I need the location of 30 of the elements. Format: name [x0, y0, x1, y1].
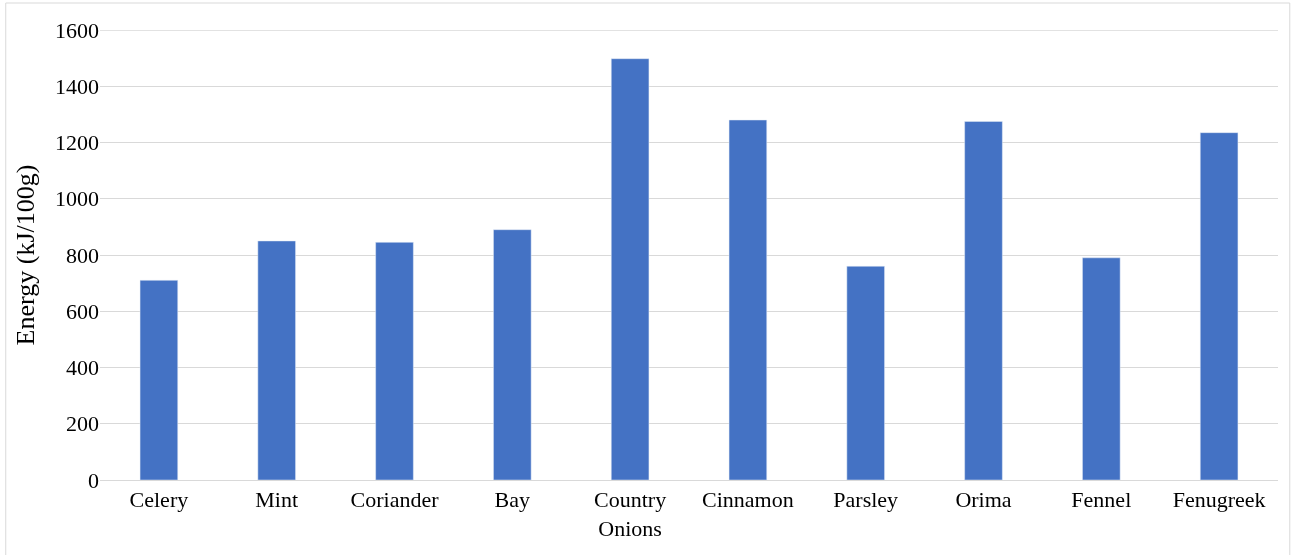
x-tick-label: Fenugreek	[1172, 487, 1266, 513]
x-tick-label: Cinnamon	[702, 487, 794, 513]
x-tick-label: Parsley	[833, 487, 899, 513]
x-tick-label: Mint	[255, 487, 299, 513]
y-tick-label: 1200	[55, 130, 99, 156]
y-tick-label: 400	[66, 355, 99, 381]
y-tick-label: 0	[88, 467, 99, 493]
x-tick-label: Celery	[129, 487, 189, 513]
y-tick-label: 1600	[55, 17, 99, 43]
bar	[139, 280, 178, 480]
y-axis-title: Energy (kJ/100g)	[11, 164, 41, 346]
x-tick-label: Bay	[494, 487, 531, 513]
y-tick-label: 800	[66, 242, 99, 268]
bar	[257, 240, 296, 480]
x-tick-label: Coriander	[350, 487, 440, 513]
bar	[375, 242, 414, 480]
x-tick-label: Fennel	[1071, 487, 1132, 513]
bar	[1082, 257, 1121, 480]
bar	[728, 119, 767, 480]
x-tick-label: Orima	[955, 487, 1012, 513]
y-tick-label: 200	[66, 411, 99, 437]
bar	[493, 229, 532, 480]
x-tick-label: Country Onions	[594, 487, 667, 541]
y-tick-label: 1000	[55, 186, 99, 212]
bar	[1200, 132, 1239, 480]
bar	[846, 266, 885, 480]
y-tick-label: 1400	[55, 73, 99, 99]
bar	[964, 121, 1003, 480]
y-tick-label: 600	[66, 298, 99, 324]
bar	[611, 58, 650, 480]
